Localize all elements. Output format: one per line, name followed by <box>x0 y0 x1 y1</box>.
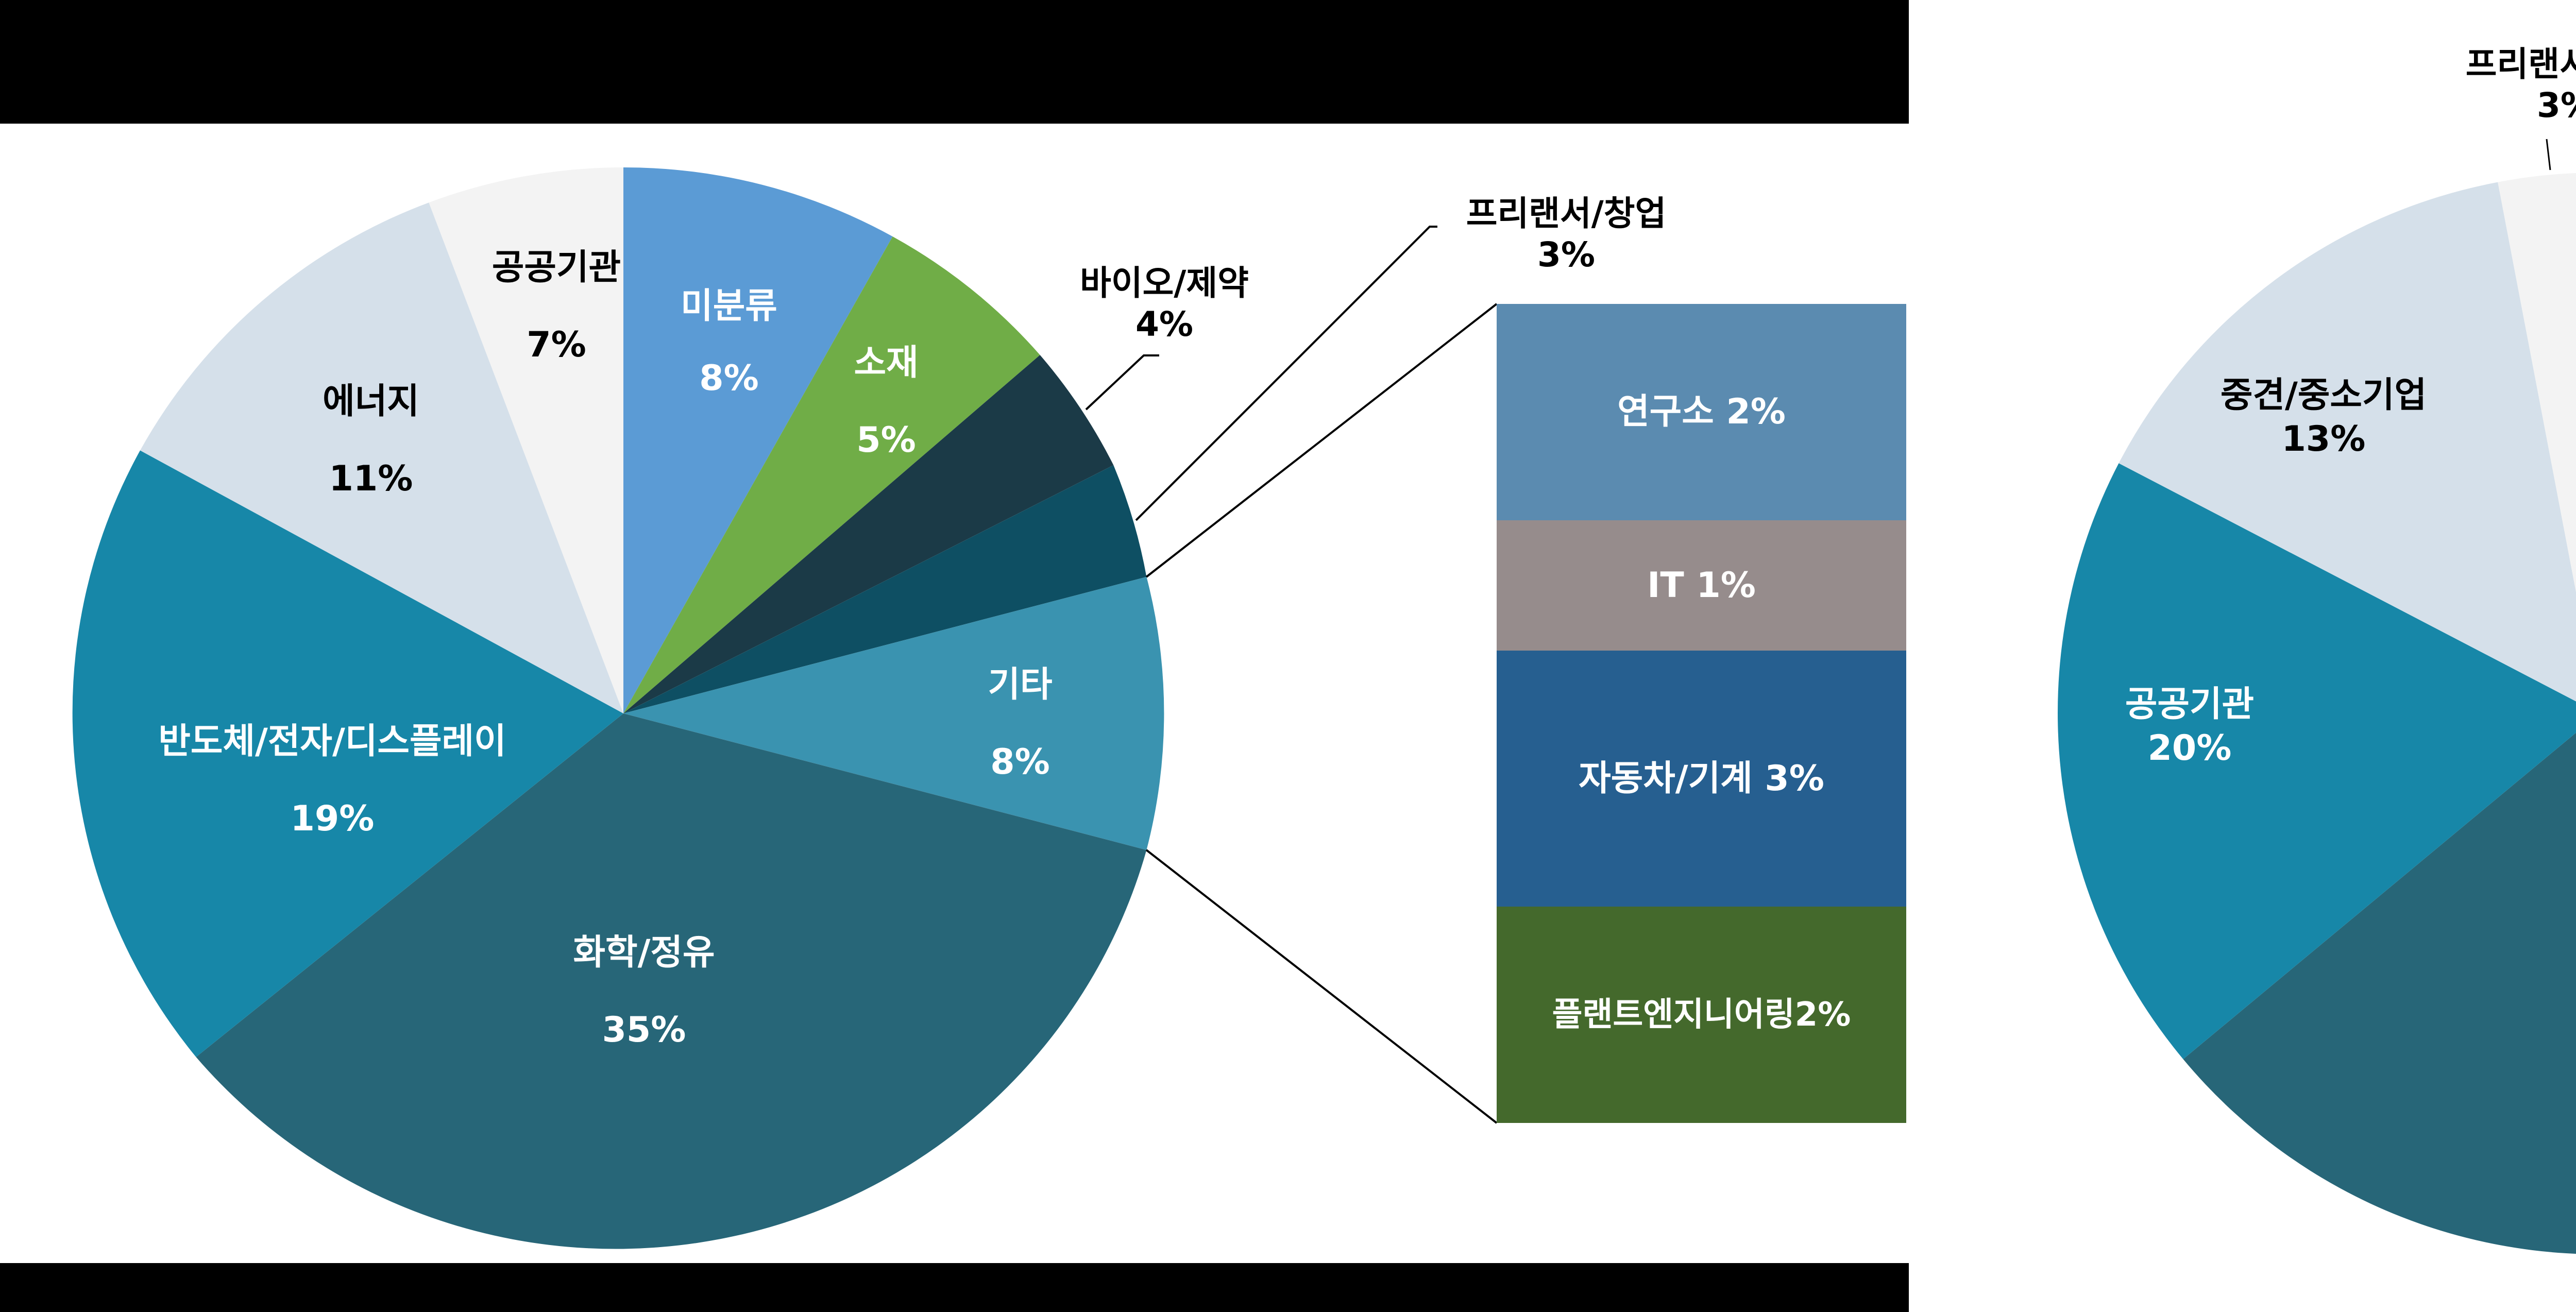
label-public-r: 공공기관 20% <box>2092 683 2287 770</box>
label-semi: 반도체/전자/디스플레이 19% <box>82 703 582 858</box>
bar-label-auto: 자동차/기계 3% <box>1579 758 1824 799</box>
label-pct: 13% <box>2281 419 2366 459</box>
label-name: 에너지 <box>323 381 419 422</box>
label-name: 프리랜서/창업 <box>2465 44 2576 84</box>
breakdown-bar <box>1497 304 1906 1123</box>
label-pct: 7% <box>527 325 586 365</box>
bar-label-it: IT 1% <box>1647 565 1756 606</box>
bar-segment-it <box>1497 520 1906 651</box>
bar-label-plant: 플랜트엔지니어링2% <box>1552 996 1851 1034</box>
slice-semi <box>72 450 623 1057</box>
left-pie <box>72 167 1164 1249</box>
label-pct: 4% <box>1135 304 1194 344</box>
label-name: 공공기관 <box>492 247 621 288</box>
slice-other <box>623 576 1164 850</box>
label-pct: 8% <box>990 742 1050 782</box>
label-pct: 8% <box>699 358 759 399</box>
label-bio: 바이오/제약 4% <box>1061 263 1267 345</box>
label-name: 화학/정유 <box>573 932 715 973</box>
leader-freelance <box>1135 226 1437 521</box>
bottom-black-band <box>0 1263 1909 1312</box>
connector-bottom <box>1145 849 1498 1124</box>
label-freelance-r: 프리랜서/창업 3% <box>2421 44 2576 126</box>
slice-misc <box>623 167 893 714</box>
label-pct: 3% <box>1537 235 1596 275</box>
label-pct: 5% <box>856 420 916 461</box>
slice-freelance <box>623 465 1147 713</box>
label-other: 기타 8% <box>958 646 1082 801</box>
label-name: 중견/중소기업 <box>2220 375 2427 416</box>
label-name: 소재 <box>854 343 919 383</box>
label-mid: 중견/중소기업 13% <box>2179 373 2468 461</box>
label-public: 공공기관 7% <box>464 229 649 384</box>
bar-segment-auto <box>1497 651 1906 907</box>
label-name: 반도체/전자/디스플레이 <box>158 721 506 762</box>
leader-freelance-r <box>2546 139 2551 171</box>
leader-lines <box>1085 226 1498 1124</box>
slice-bio <box>623 355 1114 713</box>
label-name: 미분류 <box>681 286 777 327</box>
label-name: 공공기관 <box>2125 684 2255 725</box>
slice-energy <box>140 202 623 713</box>
label-energy: 에너지 11% <box>289 363 453 518</box>
slice-large <box>2183 732 2576 1254</box>
label-name: 기타 <box>988 664 1053 705</box>
connector-top <box>1145 303 1498 578</box>
bar-label-research: 연구소 2% <box>1617 391 1786 432</box>
slice-freelance-r <box>2498 173 2576 592</box>
label-pct: 3% <box>2536 86 2576 125</box>
label-chem: 화학/정유 35% <box>531 914 757 1069</box>
label-pct: 11% <box>329 458 413 499</box>
leader-bio <box>1085 354 1159 411</box>
label-misc: 미분류 8% <box>665 270 793 415</box>
label-pct: 19% <box>290 798 375 839</box>
label-freelance: 프리랜서/창업 3% <box>1422 193 1710 276</box>
label-pct: 20% <box>2147 728 2232 769</box>
slice-public-r <box>2058 463 2576 1060</box>
slice-chem <box>196 713 1147 1249</box>
label-pct: 35% <box>602 1010 686 1050</box>
bar-segment-research <box>1497 304 1906 520</box>
label-name: 프리랜서/창업 <box>1466 194 1667 233</box>
slice-material <box>623 236 1040 714</box>
label-material: 소재 5% <box>835 325 938 479</box>
slice-mid <box>2119 182 2576 702</box>
label-name: 바이오/제약 <box>1080 263 1249 303</box>
right-pie <box>2058 139 2576 1254</box>
slice-public <box>429 167 623 713</box>
bar-segment-plant <box>1497 907 1906 1123</box>
top-black-band <box>0 0 1909 124</box>
